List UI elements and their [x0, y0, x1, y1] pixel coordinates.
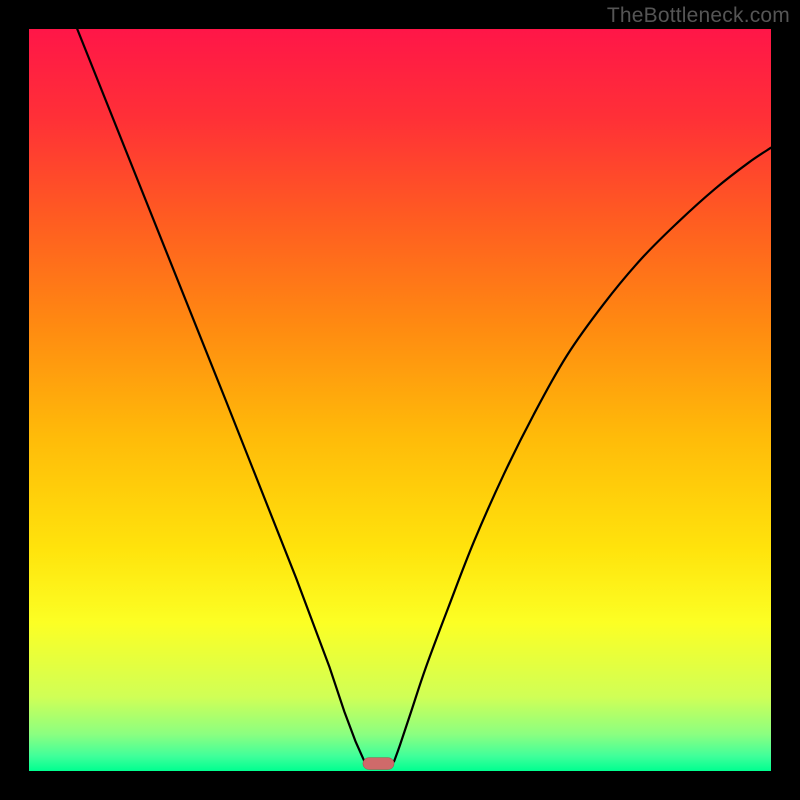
chart-svg: [0, 0, 800, 800]
watermark-text: TheBottleneck.com: [607, 4, 790, 28]
chart-background: [29, 29, 771, 771]
bottleneck-chart: TheBottleneck.com: [0, 0, 800, 800]
valley-marker: [363, 758, 394, 770]
